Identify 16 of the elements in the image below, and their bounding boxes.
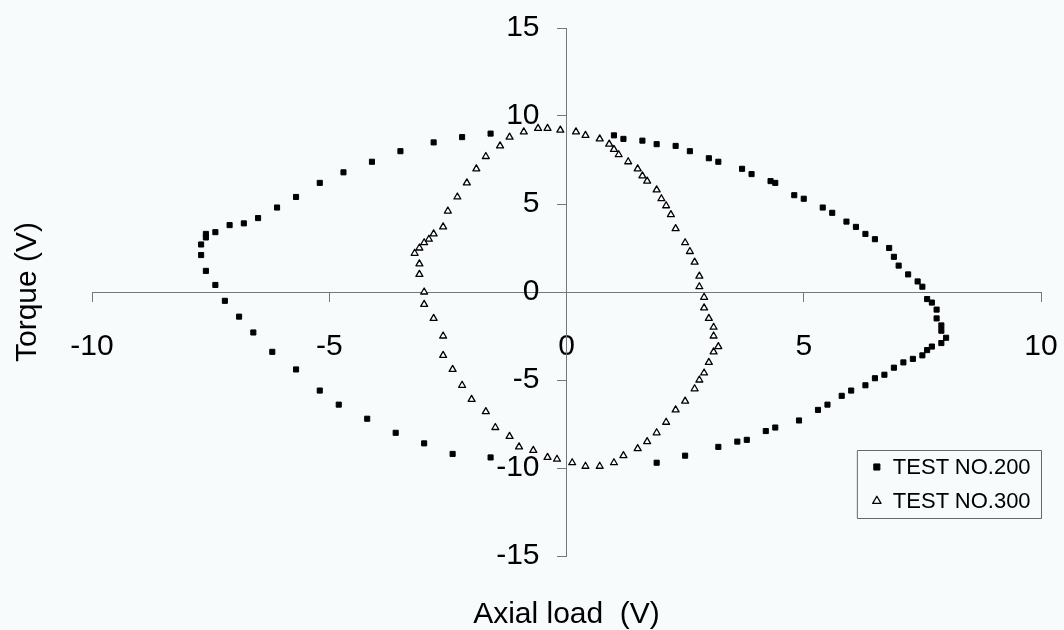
y-tick-label: -5 bbox=[512, 361, 540, 395]
legend-label: TEST NO.300 bbox=[892, 488, 1031, 514]
x-tick-label: 5 bbox=[795, 328, 813, 362]
x-tick-label: 10 bbox=[1024, 328, 1058, 362]
x-tick-label: 0 bbox=[558, 328, 575, 362]
y-tick-label: 10 bbox=[506, 97, 540, 131]
legend-label: TEST NO.200 bbox=[892, 454, 1031, 480]
y-tick-label: 15 bbox=[506, 9, 540, 43]
y-tick-label: 0 bbox=[522, 273, 540, 307]
y-tick-label: -15 bbox=[496, 537, 540, 571]
x-tick-label: -5 bbox=[315, 328, 343, 362]
x-axis-title: Axial load (V) bbox=[473, 596, 660, 630]
y-tick-label: -10 bbox=[496, 449, 540, 483]
y-axis-title: Torque (V) bbox=[9, 221, 43, 363]
y-tick-label: 5 bbox=[522, 185, 540, 219]
x-tick-label: -10 bbox=[70, 328, 114, 362]
